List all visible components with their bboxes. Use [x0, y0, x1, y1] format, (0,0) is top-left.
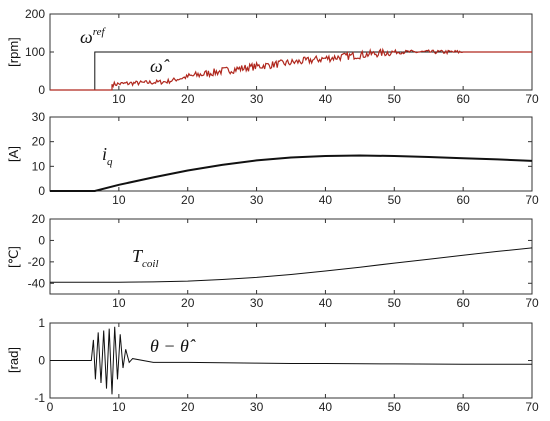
x-tick-label: 20 [181, 296, 195, 310]
x-tick-label: 30 [250, 400, 264, 414]
x-tick-label: 40 [319, 296, 333, 310]
series-line [50, 154, 533, 192]
x-tick-label: 60 [456, 92, 470, 106]
y-tick-label: 0 [38, 184, 45, 198]
x-tick-label: 20 [181, 193, 195, 207]
annotation-label: ωref [80, 26, 106, 47]
x-tick-label: 30 [250, 92, 264, 106]
x-tick-label: 20 [181, 400, 195, 414]
axes-box [49, 218, 533, 295]
y-axis-label: [rad] [6, 347, 21, 373]
y-tick-label: 0 [38, 233, 45, 247]
x-tick-label: 70 [525, 193, 539, 207]
x-tick-label: 10 [112, 296, 126, 310]
y-axis-label: [rpm] [6, 37, 21, 67]
x-tick-label: 60 [456, 400, 470, 414]
series-line [50, 326, 532, 395]
panel-4: 0 10 20 30 40 50 60 70-101[rad]θ − θ̂ [6, 316, 539, 414]
x-tick-label: 60 [456, 296, 470, 310]
x-tick-label: 50 [388, 193, 402, 207]
y-tick-label: 100 [25, 45, 45, 59]
x-tick-label: 50 [388, 296, 402, 310]
y-tick-label: 200 [25, 7, 45, 21]
x-tick-label: 10 [112, 400, 126, 414]
series-line [50, 247, 533, 283]
annotation-label: θ − θ̂ [150, 336, 196, 356]
annotation-superscript: ref [93, 26, 107, 38]
x-tick-label: 30 [250, 193, 264, 207]
y-tick-label: -1 [34, 391, 45, 405]
x-tick-label: 70 [525, 400, 539, 414]
annotation-label: iq [102, 144, 113, 168]
y-tick-label: -40 [28, 276, 46, 290]
y-tick-label: 20 [32, 135, 46, 149]
x-tick-label: 50 [388, 400, 402, 414]
x-tick-label: 20 [181, 92, 195, 106]
x-tick-label: 30 [250, 296, 264, 310]
y-tick-label: 0 [38, 83, 45, 97]
x-tick-label: 70 [525, 296, 539, 310]
annotation-subscript: coil [142, 258, 159, 270]
x-tick-label: 70 [525, 92, 539, 106]
panel-1: 10 20 30 40 50 60 70 0 100 200 [rpm] ωref ω̂ [6, 7, 539, 106]
axes-box [49, 116, 533, 192]
annotation-label: ω̂ [150, 56, 170, 76]
y-tick-label: -20 [28, 255, 46, 269]
y-tick-label: 1 [38, 316, 45, 330]
x-tick-label: 40 [319, 193, 333, 207]
y-tick-label: 10 [32, 159, 46, 173]
y-tick-label: 30 [32, 110, 46, 124]
x-tick-label: 0 [47, 400, 54, 414]
y-axis-label: [℃] [6, 246, 21, 268]
x-tick-label: 10 [112, 92, 126, 106]
annotation-subscript: q [107, 156, 113, 168]
panel-2: 10 20 30 40 50 60 70 0 10 20 30 [A] iq [6, 110, 539, 207]
y-tick-label: 20 [32, 212, 46, 226]
x-tick-label: 40 [319, 92, 333, 106]
series-line [50, 51, 532, 91]
x-tick-label: 10 [112, 193, 126, 207]
x-tick-label: 40 [319, 400, 333, 414]
x-tick-label: 60 [456, 193, 470, 207]
x-tick-label: 50 [388, 92, 402, 106]
series-line [50, 47, 532, 91]
annotation-label: Tcoil [132, 246, 159, 270]
y-tick-label: 0 [38, 354, 45, 368]
panel-3: 10 20 30 40 50 60 70 -40 -20 0 20 [℃] Tcoil [6, 212, 539, 310]
y-axis-label: [A] [6, 146, 21, 162]
